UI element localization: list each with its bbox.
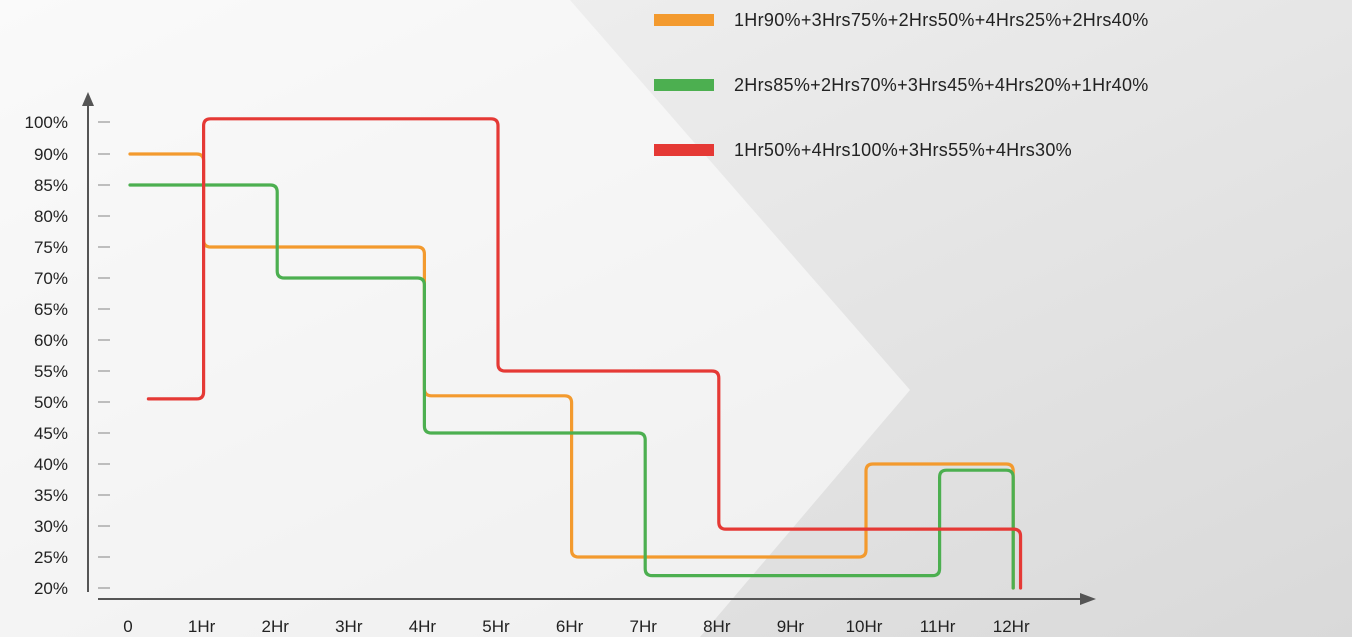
x-tick-label: 4Hr — [409, 617, 437, 636]
y-tick-label: 30% — [34, 517, 68, 536]
y-tick-label: 75% — [34, 238, 68, 257]
y-tick-label: 20% — [34, 579, 68, 598]
x-tick-label: 12Hr — [993, 617, 1030, 636]
legend-label: 2Hrs85%+2Hrs70%+3Hrs45%+4Hrs20%+1Hr40% — [734, 75, 1149, 95]
x-tick-label: 5Hr — [482, 617, 510, 636]
x-tick-label: 9Hr — [777, 617, 805, 636]
x-tick-label: 3Hr — [335, 617, 363, 636]
y-tick-label: 80% — [34, 207, 68, 226]
y-ticks: 100% 90% 85% 80% 75% 70% 65% 60% 55% 50% 45% 40% 35%… — [25, 113, 110, 598]
x-tick-label: 1Hr — [188, 617, 216, 636]
x-tick-label: 7Hr — [629, 617, 657, 636]
y-tick-label: 90% — [34, 145, 68, 164]
legend-label: 1Hr90%+3Hrs75%+2Hrs50%+4Hrs25%+2Hrs40% — [734, 10, 1149, 30]
series-line-2 — [128, 183, 1015, 590]
axes — [82, 92, 1096, 605]
x-ticks: 0 1Hr 2Hr 3Hr 4Hr 5Hr 6Hr 7Hr 8Hr 9Hr 10Hr 11Hr 12Hr — [123, 617, 1030, 636]
y-tick-label: 65% — [34, 300, 68, 319]
y-tick-label: 45% — [34, 424, 68, 443]
x-tick-label: 8Hr — [703, 617, 731, 636]
x-tick-label: 2Hr — [261, 617, 289, 636]
y-tick-label: 60% — [34, 331, 68, 350]
x-tick-label: 6Hr — [556, 617, 584, 636]
x-tick-label: 11Hr — [920, 617, 956, 636]
y-tick-label: 85% — [34, 176, 68, 195]
y-tick-label: 40% — [34, 455, 68, 474]
series-line-3 — [146, 117, 1023, 590]
legend-label: 1Hr50%+4Hrs100%+3Hrs55%+4Hrs30% — [734, 140, 1072, 160]
y-tick-label: 50% — [34, 393, 68, 412]
x-tick-label: 0 — [123, 617, 132, 636]
legend-swatch — [654, 14, 714, 26]
y-axis-arrow — [82, 92, 94, 106]
legend-swatch — [654, 144, 714, 156]
x-axis-arrow — [1080, 593, 1096, 605]
y-tick-label: 25% — [34, 548, 68, 567]
legend-swatch — [654, 79, 714, 91]
y-tick-label: 70% — [34, 269, 68, 288]
series-group — [128, 117, 1023, 590]
y-tick-label: 35% — [34, 486, 68, 505]
x-tick-label: 10Hr — [846, 617, 883, 636]
y-tick-label: 100% — [25, 113, 68, 132]
background-chevron — [0, 0, 910, 637]
legend: 1Hr90%+3Hrs75%+2Hrs50%+4Hrs25%+2Hrs40% 2H… — [654, 10, 1149, 160]
y-tick-label: 55% — [34, 362, 68, 381]
